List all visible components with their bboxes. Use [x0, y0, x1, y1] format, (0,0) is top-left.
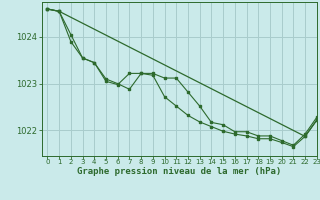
X-axis label: Graphe pression niveau de la mer (hPa): Graphe pression niveau de la mer (hPa)	[77, 167, 281, 176]
